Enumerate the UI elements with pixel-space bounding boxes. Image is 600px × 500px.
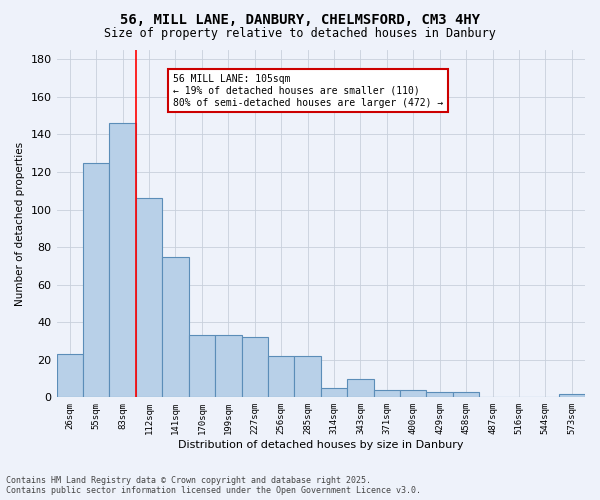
Bar: [453, 392, 479, 398]
Text: Size of property relative to detached houses in Danbury: Size of property relative to detached ho…: [104, 28, 496, 40]
Bar: [400, 390, 427, 398]
X-axis label: Distribution of detached houses by size in Danbury: Distribution of detached houses by size …: [178, 440, 464, 450]
Bar: [188, 336, 215, 398]
Bar: [295, 356, 321, 398]
Y-axis label: Number of detached properties: Number of detached properties: [15, 142, 25, 306]
Bar: [559, 394, 585, 398]
Text: 56, MILL LANE, DANBURY, CHELMSFORD, CM3 4HY: 56, MILL LANE, DANBURY, CHELMSFORD, CM3 …: [120, 12, 480, 26]
Bar: [56, 354, 83, 398]
Bar: [83, 162, 109, 398]
Text: Contains HM Land Registry data © Crown copyright and database right 2025.
Contai: Contains HM Land Registry data © Crown c…: [6, 476, 421, 495]
Bar: [427, 392, 453, 398]
Bar: [109, 123, 136, 398]
Bar: [242, 338, 268, 398]
Text: 56 MILL LANE: 105sqm
← 19% of detached houses are smaller (110)
80% of semi-deta: 56 MILL LANE: 105sqm ← 19% of detached h…: [173, 74, 443, 108]
Bar: [215, 336, 242, 398]
Bar: [347, 378, 374, 398]
Bar: [136, 198, 162, 398]
Bar: [268, 356, 295, 398]
Bar: [162, 256, 188, 398]
Bar: [321, 388, 347, 398]
Bar: [374, 390, 400, 398]
